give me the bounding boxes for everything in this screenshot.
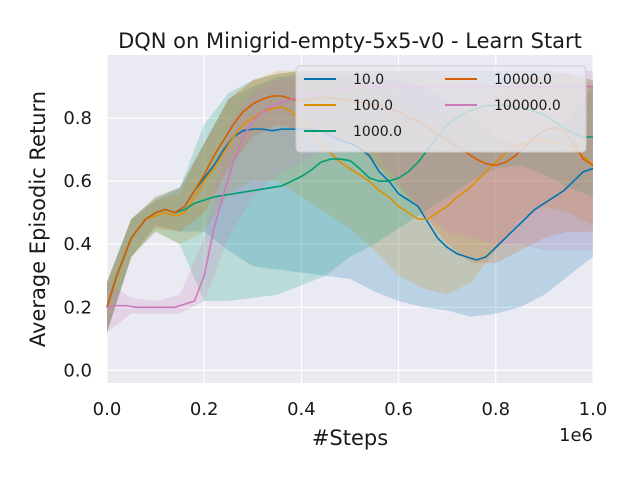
y-tick-label: 0.6: [63, 171, 92, 192]
legend: 10.0 100.0 1000.0 10000.0 100000.0: [295, 65, 587, 153]
x-axis-scale-label: 1e6: [559, 425, 593, 446]
x-tick-label: 0.8: [481, 399, 510, 420]
legend-label: 100000.0: [494, 98, 561, 114]
y-tick-label: 0.4: [63, 234, 92, 255]
chart-title: DQN on Minigrid-empty-5x5-v0 - Learn Sta…: [118, 29, 582, 53]
x-tick-label: 1.0: [579, 399, 608, 420]
legend-label: 10.0: [353, 72, 384, 88]
legend-label: 10000.0: [494, 72, 552, 88]
x-tick-label: 0.2: [190, 399, 219, 420]
legend-label: 1000.0: [353, 124, 402, 140]
x-axis-ticks: 0.0 0.2 0.4 0.6 0.8 1.0: [93, 399, 608, 420]
x-tick-label: 0.4: [287, 399, 316, 420]
legend-box: [295, 65, 587, 153]
legend-label: 100.0: [353, 98, 393, 114]
y-axis-label: Average Episodic Return: [26, 91, 50, 347]
x-tick-label: 0.6: [384, 399, 413, 420]
y-axis-ticks: 0.0 0.2 0.4 0.6 0.8: [63, 108, 92, 381]
x-axis-label: #Steps: [312, 426, 388, 450]
x-tick-label: 0.0: [93, 399, 122, 420]
y-tick-label: 0.8: [63, 108, 92, 129]
y-tick-label: 0.2: [63, 297, 92, 318]
y-tick-label: 0.0: [63, 360, 92, 381]
